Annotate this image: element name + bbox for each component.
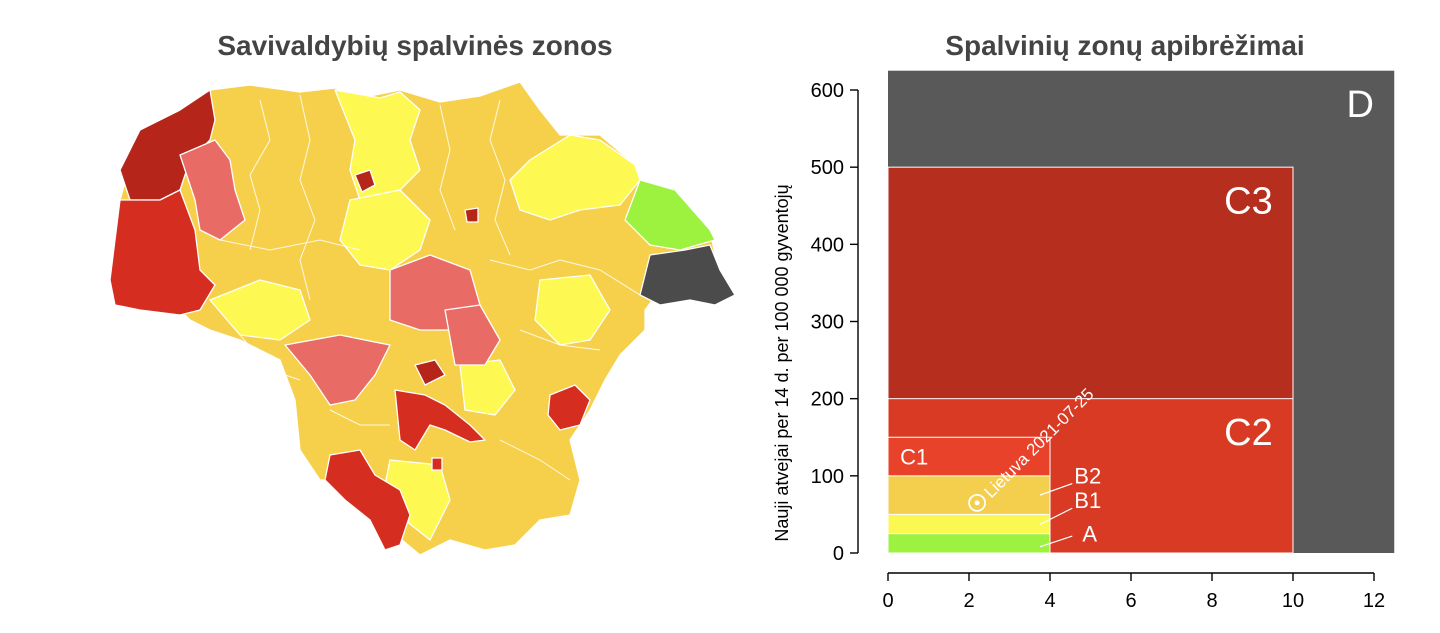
map-region-c2-kaunas-district — [394, 389, 486, 451]
y-tick-label: 0 — [833, 543, 844, 565]
y-tick-label: 400 — [811, 234, 844, 256]
zone-label-c3: C3 — [1224, 180, 1273, 222]
map-title: Savivaldybių spalvinės zonos — [217, 30, 613, 61]
municipality-map — [109, 81, 736, 556]
x-tick-label: 0 — [882, 590, 893, 612]
x-tick-label: 10 — [1282, 590, 1304, 612]
map-region-a-ignalina — [624, 179, 716, 251]
zone-label-b1: B1 — [1074, 488, 1101, 513]
map-region-c1-southwest — [284, 334, 391, 406]
map-region-b1-east — [534, 274, 611, 346]
x-tick-label: 6 — [1125, 590, 1136, 612]
y-tick-label: 300 — [811, 312, 844, 334]
lietuva-point-ring — [968, 493, 987, 512]
y-axis-label: Nauji atvejai per 14 d. per 100 000 gyve… — [772, 184, 792, 541]
y-tick-label: 200 — [811, 389, 844, 411]
map-region-c2-west — [109, 189, 216, 316]
map-region-b1-central-north — [334, 89, 421, 211]
y-tick-label: 600 — [811, 80, 844, 102]
zone-label-c2: C2 — [1224, 412, 1273, 454]
lietuva-point — [974, 500, 980, 506]
zone-label-d: D — [1347, 84, 1374, 126]
map-region-c3-panevezys — [464, 207, 479, 223]
chart-title: Spalvinių zonų apibrėžimai — [945, 30, 1305, 61]
y-tick-label: 500 — [811, 157, 844, 179]
y-tick-label: 100 — [811, 466, 844, 488]
map-region-b1-center — [339, 189, 431, 271]
zone-a-rect — [887, 533, 1051, 554]
leader-line — [1039, 507, 1073, 525]
x-tick-label: 12 — [1363, 590, 1385, 612]
map-region-b1-northeast — [509, 134, 641, 221]
zone-label-c1: C1 — [900, 444, 928, 469]
x-tick-label: 2 — [963, 590, 974, 612]
map-region-b1-southcenter — [459, 359, 516, 416]
x-tick-label: 8 — [1206, 590, 1217, 612]
map-region-c1-west — [179, 139, 246, 241]
map-region-c3-kaunas — [414, 359, 446, 386]
map-region-c3-siauliai — [354, 169, 376, 193]
map-region-d-svencionys — [639, 244, 736, 306]
zone-label-b2: B2 — [1074, 464, 1101, 489]
map-region-c1-center-south — [444, 304, 501, 366]
zone-label-a: A — [1082, 521, 1097, 546]
map-region-c2-spot — [431, 457, 443, 471]
leader-line — [1039, 482, 1073, 496]
x-tick-label: 4 — [1044, 590, 1055, 612]
axes: 0 2 4 6 8 10 12 0 100 200 300 400 500 600 — [811, 80, 1386, 612]
map-region-c2-vilnius — [547, 384, 591, 431]
zone-label-lines — [1039, 482, 1073, 548]
leader-line — [1039, 535, 1073, 548]
map-region-c2-southwest — [324, 449, 411, 551]
